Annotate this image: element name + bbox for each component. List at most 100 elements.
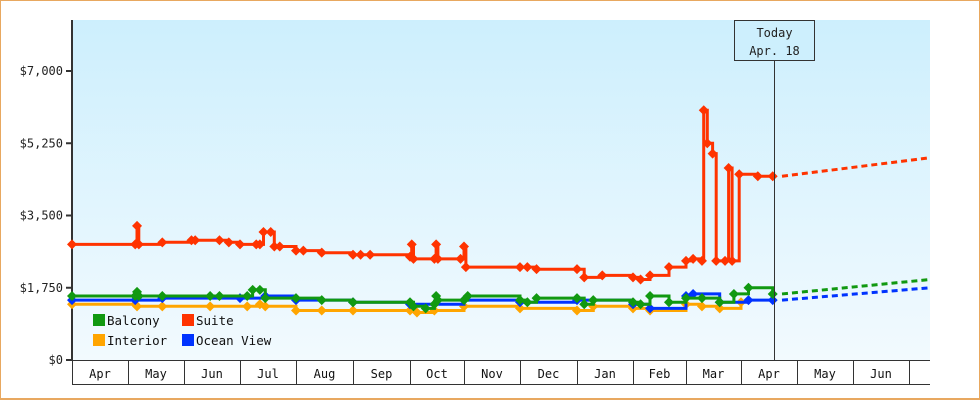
data-point[interactable] <box>572 305 582 316</box>
data-point[interactable] <box>132 220 143 231</box>
data-point[interactable] <box>291 293 301 304</box>
data-point[interactable] <box>431 239 442 250</box>
data-point[interactable] <box>752 171 763 182</box>
data-point[interactable] <box>459 241 469 252</box>
data-point[interactable] <box>291 305 301 316</box>
data-point[interactable] <box>291 245 301 256</box>
data-point[interactable] <box>133 239 144 250</box>
data-point[interactable] <box>597 270 608 281</box>
data-point[interactable] <box>522 297 533 308</box>
data-point[interactable] <box>254 239 265 250</box>
data-point[interactable] <box>223 237 234 248</box>
data-point[interactable] <box>531 264 542 275</box>
data-point[interactable] <box>214 235 225 246</box>
data-point[interactable] <box>628 272 638 283</box>
data-point[interactable] <box>579 272 590 283</box>
legend-item-balcony[interactable]: Balcony <box>93 313 160 328</box>
data-point[interactable] <box>157 237 168 248</box>
data-point[interactable] <box>214 291 225 302</box>
data-point[interactable] <box>588 295 599 306</box>
data-point[interactable] <box>260 301 271 312</box>
data-point[interactable] <box>258 227 269 238</box>
data-point[interactable] <box>242 291 253 302</box>
data-point[interactable] <box>515 303 525 314</box>
data-point[interactable] <box>531 293 542 304</box>
data-point[interactable] <box>247 284 258 295</box>
data-point[interactable] <box>316 295 327 306</box>
data-point[interactable] <box>767 288 778 299</box>
data-point[interactable] <box>696 255 707 266</box>
data-point[interactable] <box>696 301 707 312</box>
data-point[interactable] <box>714 297 725 308</box>
data-point[interactable] <box>681 255 691 266</box>
data-point[interactable] <box>663 297 674 308</box>
data-point[interactable] <box>462 291 473 302</box>
data-point[interactable] <box>515 295 525 306</box>
data-point[interactable] <box>316 305 327 316</box>
data-point[interactable] <box>432 253 443 264</box>
data-point[interactable] <box>67 239 77 250</box>
data-point[interactable] <box>635 299 646 310</box>
data-point[interactable] <box>348 249 358 260</box>
data-point[interactable] <box>408 301 419 312</box>
data-point[interactable] <box>133 291 144 302</box>
data-point[interactable] <box>365 249 376 260</box>
data-point[interactable] <box>734 169 745 180</box>
data-point[interactable] <box>681 293 691 304</box>
data-point[interactable] <box>522 262 533 273</box>
data-point[interactable] <box>723 163 734 174</box>
data-point[interactable] <box>242 301 253 312</box>
data-point[interactable] <box>260 293 271 304</box>
data-point[interactable] <box>579 299 590 310</box>
data-point[interactable] <box>635 274 646 285</box>
data-point[interactable] <box>572 293 582 304</box>
data-point[interactable] <box>205 291 216 302</box>
data-point[interactable] <box>205 301 216 312</box>
data-point[interactable] <box>265 227 276 238</box>
legend-item-suite[interactable]: Suite <box>182 313 234 328</box>
data-point[interactable] <box>432 295 443 306</box>
data-point[interactable] <box>743 282 754 293</box>
data-point[interactable] <box>663 262 674 273</box>
data-point[interactable] <box>727 255 738 266</box>
data-point[interactable] <box>157 291 168 302</box>
data-point[interactable] <box>688 288 699 299</box>
data-point[interactable] <box>720 255 731 266</box>
data-point[interactable] <box>348 305 358 316</box>
data-point[interactable] <box>274 241 285 252</box>
data-point[interactable] <box>269 241 280 252</box>
data-point[interactable] <box>355 249 366 260</box>
data-point[interactable] <box>702 138 713 149</box>
data-point[interactable] <box>235 239 245 250</box>
data-point[interactable] <box>696 293 707 304</box>
data-point[interactable] <box>714 303 725 314</box>
data-point[interactable] <box>572 264 582 275</box>
data-point[interactable] <box>698 105 709 116</box>
data-point[interactable] <box>408 253 419 264</box>
data-point[interactable] <box>743 295 754 306</box>
data-point[interactable] <box>628 297 638 308</box>
data-point[interactable] <box>688 253 699 264</box>
data-point[interactable] <box>707 148 718 159</box>
data-point[interactable] <box>767 295 778 306</box>
data-point[interactable] <box>645 291 656 302</box>
data-point[interactable] <box>460 262 471 273</box>
data-point[interactable] <box>298 245 309 256</box>
data-point[interactable] <box>406 239 417 250</box>
data-point[interactable] <box>254 284 265 295</box>
data-point[interactable] <box>645 270 656 281</box>
data-point[interactable] <box>455 253 466 264</box>
data-point[interactable] <box>728 288 739 299</box>
data-point[interactable] <box>767 171 778 182</box>
data-point[interactable] <box>67 291 77 302</box>
legend-item-interior[interactable]: Interior <box>93 333 168 348</box>
data-point[interactable] <box>190 235 201 246</box>
data-point[interactable] <box>420 303 431 314</box>
data-point[interactable] <box>515 262 525 273</box>
legend-item-ocean-view[interactable]: Ocean View <box>182 333 272 348</box>
data-point[interactable] <box>645 303 656 314</box>
data-point[interactable] <box>711 255 722 266</box>
data-point[interactable] <box>348 297 358 308</box>
data-point[interactable] <box>316 247 327 258</box>
data-point[interactable] <box>157 301 168 312</box>
